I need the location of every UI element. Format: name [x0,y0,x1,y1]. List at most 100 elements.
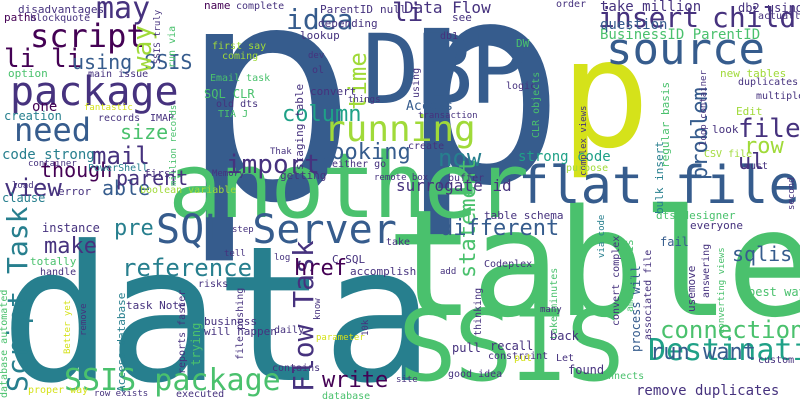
word: getting [280,169,327,182]
word: TIA J [218,109,249,120]
word: p [560,8,651,182]
word: associated file [643,249,654,340]
word: actually [758,11,800,22]
word: accomplish [350,265,417,278]
word: ul [738,150,765,175]
word: things [348,95,381,105]
word: amazing SSIS [625,239,636,312]
word: log [274,253,291,263]
word: answering [701,243,712,298]
word: recall [490,339,534,353]
word: staging table [293,83,306,170]
word: table [386,178,800,350]
word: li [392,0,424,28]
word: custom [758,355,795,366]
word: source [606,24,765,75]
word: via code [597,214,607,258]
word: new tables [720,67,787,80]
word: load [12,181,34,191]
word: Destination [648,333,800,368]
word: idea [286,3,354,36]
word: create [408,141,445,152]
word: sqlis [732,242,793,266]
word: code strong [2,147,95,163]
word: coming [222,51,259,62]
word: first [144,167,178,180]
word: using SSIS [72,50,193,74]
word: fantastic [84,103,133,113]
word: running [324,109,476,150]
word: mail [92,142,150,170]
word: strong code [518,149,611,165]
word: error [58,185,92,198]
word: one [32,99,58,115]
word: table schema [484,209,564,222]
word: SQL Server [156,207,397,253]
word: buffer [448,173,485,184]
word: li li [4,44,83,74]
word: CSV file [704,149,753,160]
word: now [438,144,482,172]
word: write [322,368,389,393]
word: business [204,315,257,328]
word: run via [167,25,178,68]
word: DBP [362,14,527,126]
word: everyone [690,219,743,232]
word: reports faster [177,289,188,374]
word: dts designer [656,209,736,222]
word: data [0,206,435,400]
word: disadvantages [18,3,105,16]
word: SQL CLR [204,87,255,101]
word: SSIS truly [153,9,163,64]
word: Edit [736,105,763,118]
word: either go [332,159,387,170]
word: import [226,150,320,180]
word: file [738,114,800,144]
word: need [14,111,92,149]
word: run want [650,340,756,365]
word: may [96,0,151,26]
word: site [396,375,418,385]
word: ParentID [320,3,373,16]
word: connects [596,371,645,382]
word: look [712,123,739,136]
word: column [282,102,362,127]
word: second [787,177,797,210]
word: tell [224,249,246,259]
word: convert [310,85,357,98]
word: many [540,305,562,315]
word: option [8,67,48,80]
word: put [514,353,533,364]
word: handle [40,267,77,278]
word: view [4,174,62,202]
word: different [440,216,560,241]
word: Thak [270,147,292,157]
word: name [204,0,231,12]
word: though [40,158,113,182]
word: script [30,17,146,55]
word: parent [116,166,189,190]
word: clause [2,191,46,205]
word: PowerShell [88,163,149,174]
word: task Note [126,299,186,312]
word: old dts [216,99,259,110]
word: row exists [94,389,149,399]
word: make [44,234,97,259]
word: back [550,329,579,343]
word: depending [318,17,378,30]
word: child [712,1,797,34]
word: row [744,134,784,159]
word: remote box [374,173,429,183]
word: add [440,267,457,277]
word: db1 [440,31,459,42]
word: another [168,134,529,239]
word: Let [556,353,575,364]
word: creation [4,109,62,123]
word: href [294,256,347,281]
word: take [386,237,411,248]
word: db2 using [738,1,800,15]
word: flat file [518,156,800,216]
word: file pushing [235,287,246,360]
word: Better yet [63,299,73,354]
